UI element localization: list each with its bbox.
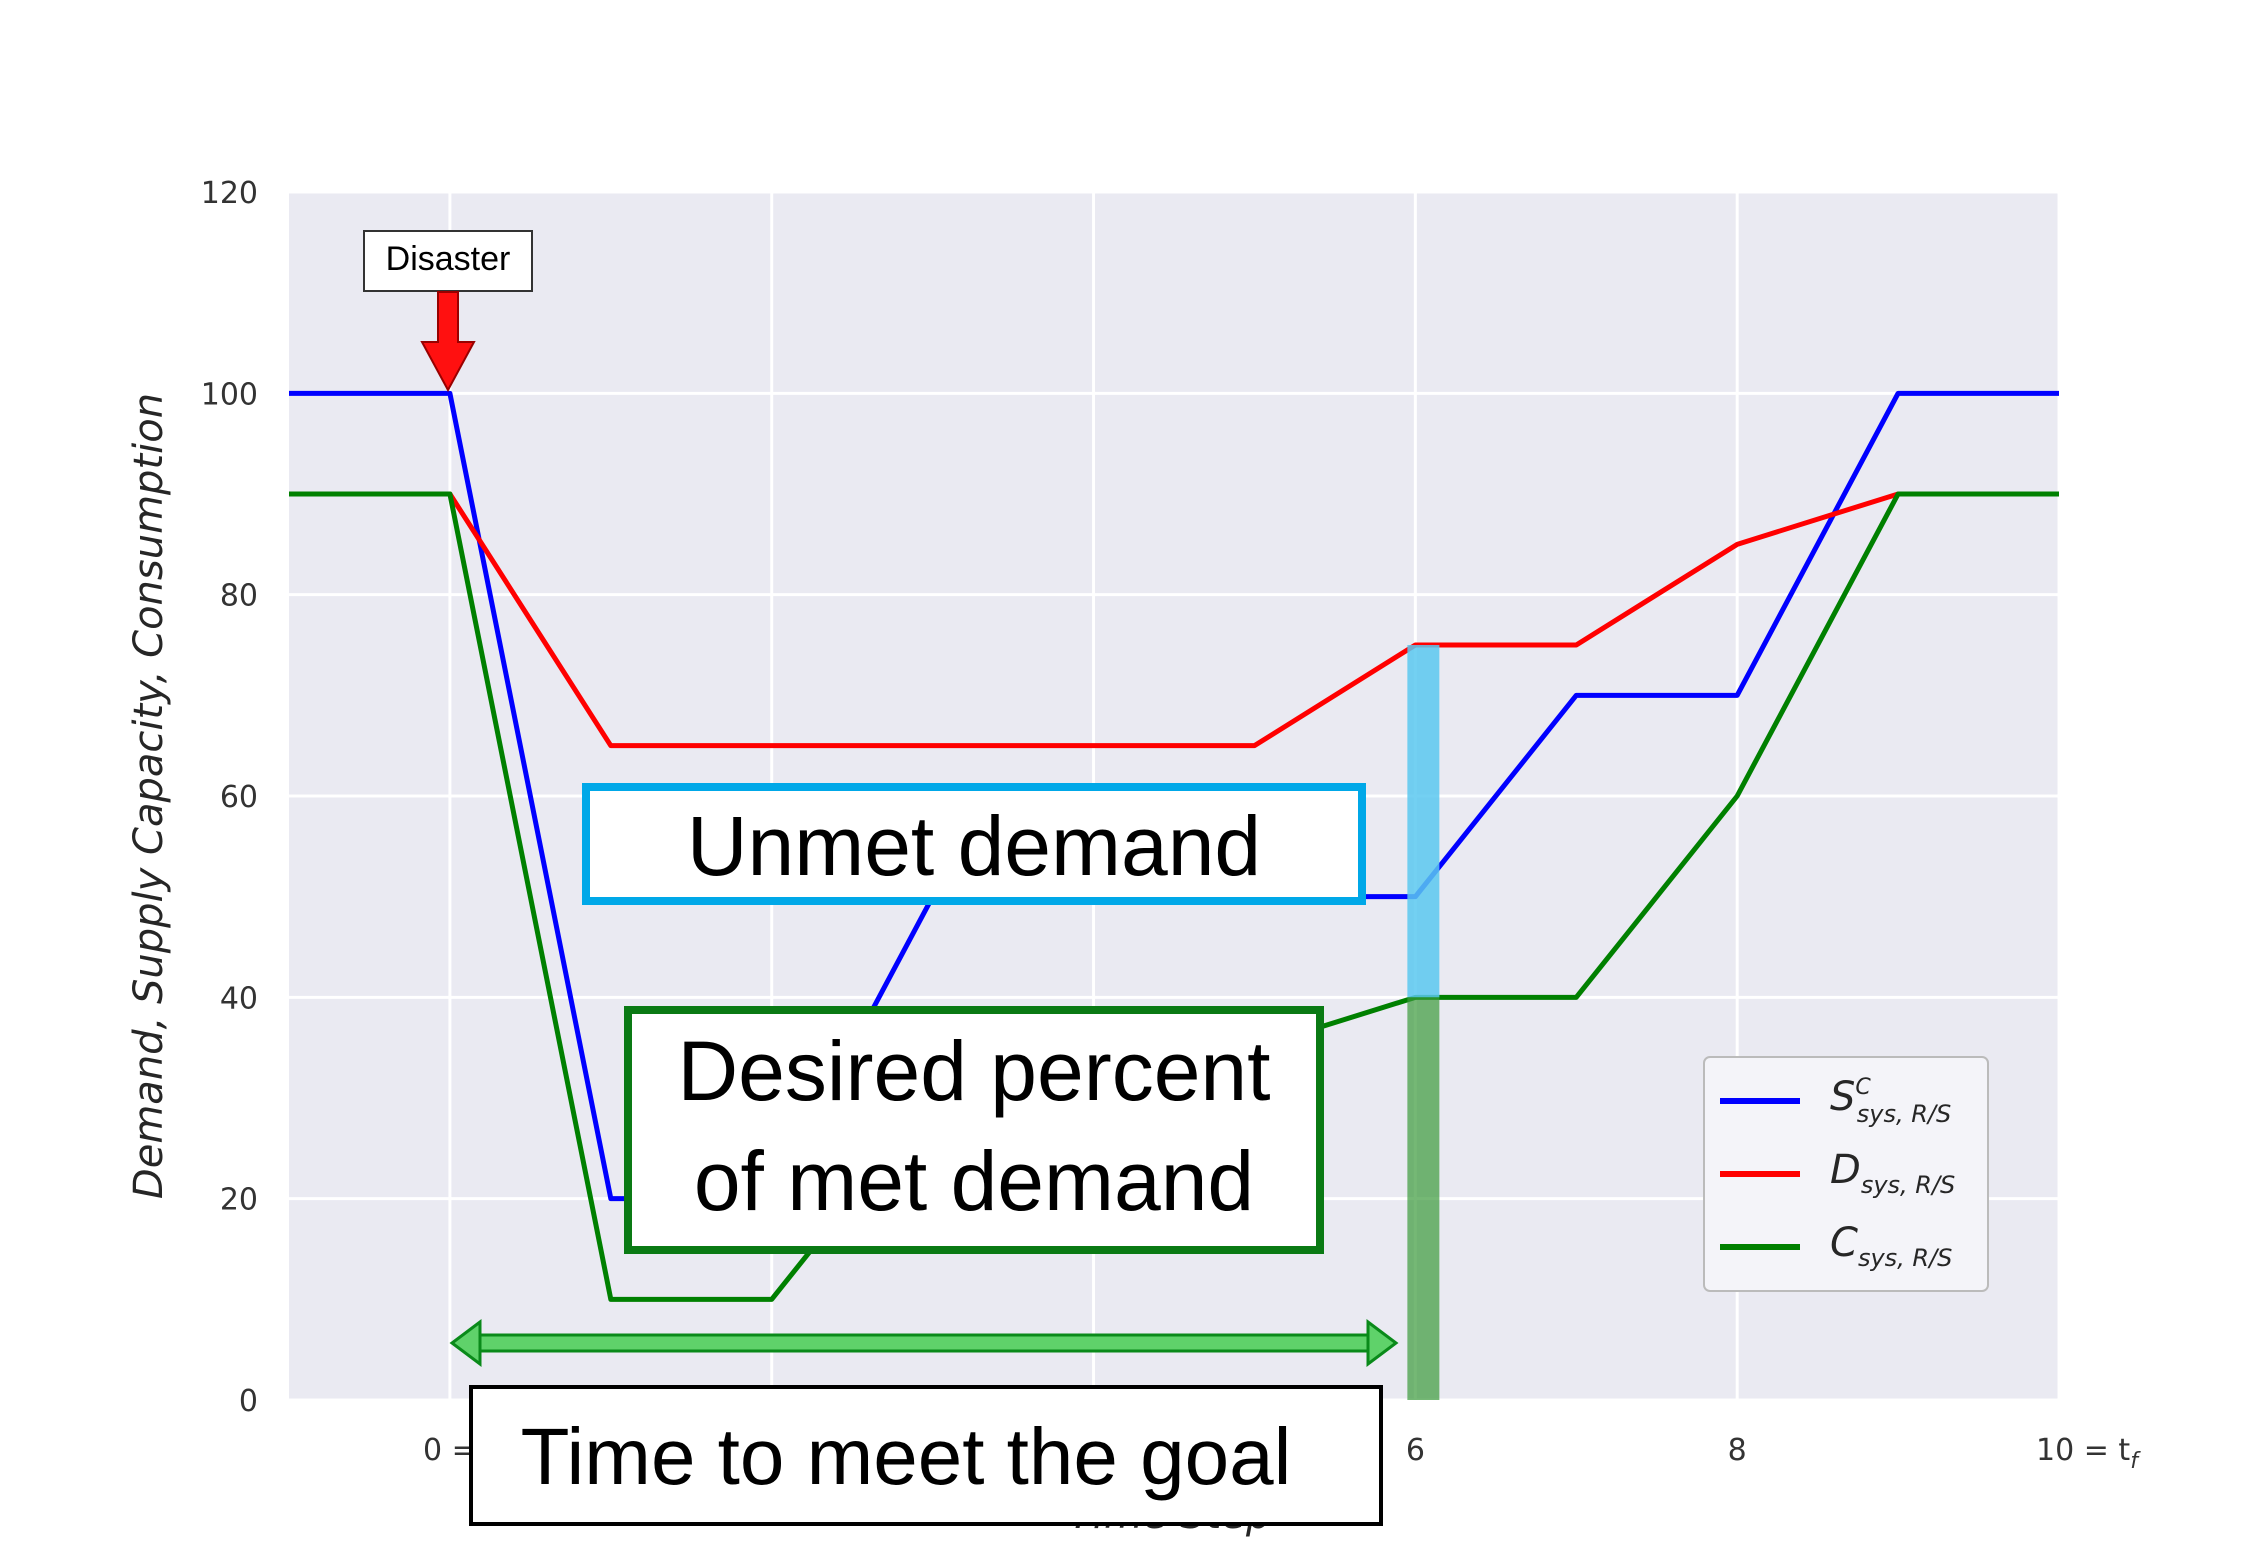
x-axis-ticks: 0 = 6 8 10 = tf [423,1433,2141,1474]
y-tick-label: 20 [220,1183,258,1218]
legend-box [1703,1056,1989,1292]
x-tick-label: 0 = [423,1433,477,1468]
disaster-label: Disaster [386,240,511,278]
disaster-callout: Disaster [363,230,533,393]
desired-percent-line2: of met demand [694,1134,1254,1228]
y-tick-label: 100 [201,377,258,412]
y-tick-label: 0 [239,1384,258,1419]
legend: SC sys, R/S Dsys, R/S Csys, R/S [1703,1056,1989,1292]
unmet-demand-box [582,783,1366,905]
time-to-goal-box [469,1385,1383,1526]
time-to-goal-callout: Time to meet the goal [469,1385,1383,1526]
time-span-double-arrow-icon [449,1319,1399,1367]
y-tick-label: 60 [220,780,258,815]
x-tick-label: 6 [1406,1433,1425,1468]
y-tick-label: 40 [220,981,258,1016]
time-to-goal-label: Time to meet the goal [521,1412,1292,1501]
met-demand-bar [1407,997,1440,1400]
y-axis-ticks: 0 20 40 60 80 100 120 [201,176,258,1419]
y-tick-label: 120 [201,176,258,211]
disaster-label-box [363,230,533,292]
legend-label-supply: SC sys, R/S [1830,1074,1951,1128]
y-axis-label: Demand, Supply Capacity, Consumption [126,393,172,1199]
x-tick-label: 10 = tf [2036,1433,2141,1474]
desired-percent-line1: Desired percent [678,1024,1271,1118]
legend-label-demand: Dsys, R/S [1830,1147,1955,1199]
unmet-demand-callout: Unmet demand [582,783,1366,905]
desired-percent-callout: Desired percent of met demand [624,1006,1324,1254]
disaster-arrow-icon [420,291,476,393]
y-tick-label: 80 [220,579,258,614]
x-tick-label: 8 [1728,1433,1747,1468]
desired-percent-box [624,1006,1324,1254]
demand-line [289,491,2059,749]
unmet-demand-label: Unmet demand [687,799,1261,893]
unmet-demand-bar [1407,645,1440,998]
